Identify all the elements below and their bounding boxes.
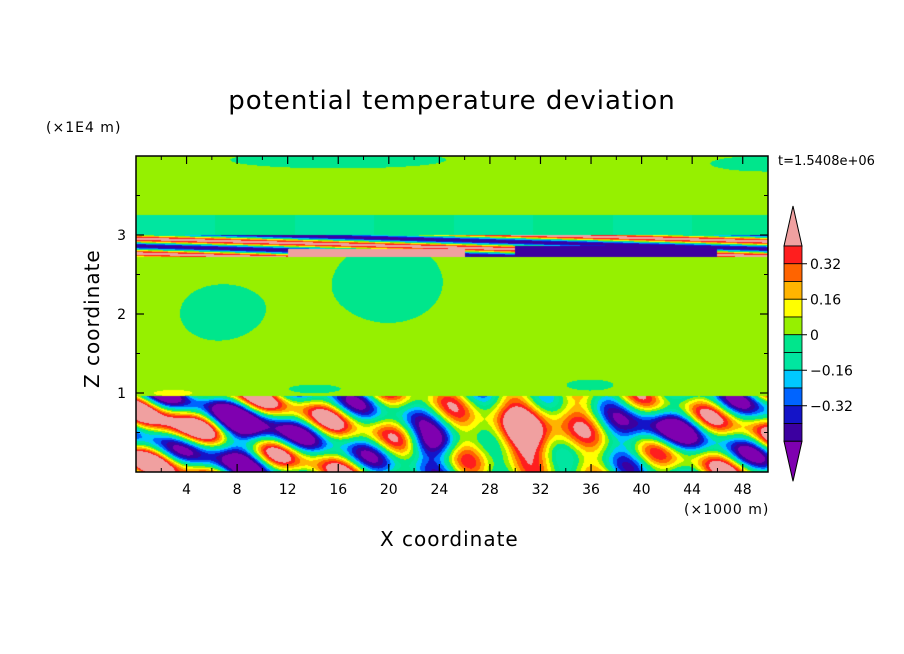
colorbar-label: −0.16 xyxy=(810,363,853,379)
y-tick-label: 2 xyxy=(117,307,126,323)
colorbar-box xyxy=(783,405,803,424)
colorbar-box xyxy=(783,352,803,371)
contour-image xyxy=(136,156,768,472)
x-tick-label: 8 xyxy=(233,482,242,498)
x-axis-label: X coordinate xyxy=(380,527,519,551)
colorbar-box xyxy=(783,298,803,318)
x-tick-label: 28 xyxy=(481,482,499,498)
x-scale-label: (×1000 m) xyxy=(684,502,770,518)
x-tick-label: 20 xyxy=(380,482,398,498)
colorbar-extend-bottom xyxy=(783,440,803,482)
colorbar-label: 0.32 xyxy=(810,257,841,273)
x-tick-label: 40 xyxy=(633,482,651,498)
colorbar-box xyxy=(783,281,803,300)
x-axis: 4 8 12 16 20 24 28 32 36 40 44 48 xyxy=(160,156,752,498)
y-axis: 1 2 3 xyxy=(117,195,768,433)
x-tick-label: 16 xyxy=(329,482,347,498)
x-tick-label: 32 xyxy=(532,482,550,498)
colorbar-label: 0 xyxy=(810,328,819,344)
colorbar-box xyxy=(783,334,803,353)
x-tick-label: 4 xyxy=(182,482,191,498)
colorbar-box xyxy=(783,245,803,265)
colorbar-box xyxy=(783,263,803,282)
x-tick-label: 36 xyxy=(582,482,600,498)
x-tick-label: 12 xyxy=(279,482,297,498)
y-tick-label: 3 xyxy=(117,228,126,244)
colorbar-box xyxy=(783,387,803,407)
colorbar-label: 0.16 xyxy=(810,292,841,308)
y-tick-label: 1 xyxy=(117,386,126,402)
colorbar-extend-top xyxy=(783,205,803,247)
contour-field xyxy=(136,156,768,472)
colorbar-box xyxy=(783,316,803,336)
colorbar: 0.32 0.16 0 −0.16 −0.32 xyxy=(783,205,853,482)
y-scale-label: (×1E4 m) xyxy=(46,120,122,136)
y-axis-label: Z coordinate xyxy=(80,249,104,388)
colorbar-label: −0.32 xyxy=(810,399,853,415)
x-tick-label: 48 xyxy=(734,482,752,498)
x-tick-label: 24 xyxy=(430,482,448,498)
colorbar-box xyxy=(783,423,803,442)
time-label: t=1.5408e+06 xyxy=(778,154,875,169)
x-tick-label: 44 xyxy=(683,482,701,498)
chart-title: potential temperature deviation xyxy=(228,86,676,116)
colorbar-box xyxy=(783,369,803,389)
